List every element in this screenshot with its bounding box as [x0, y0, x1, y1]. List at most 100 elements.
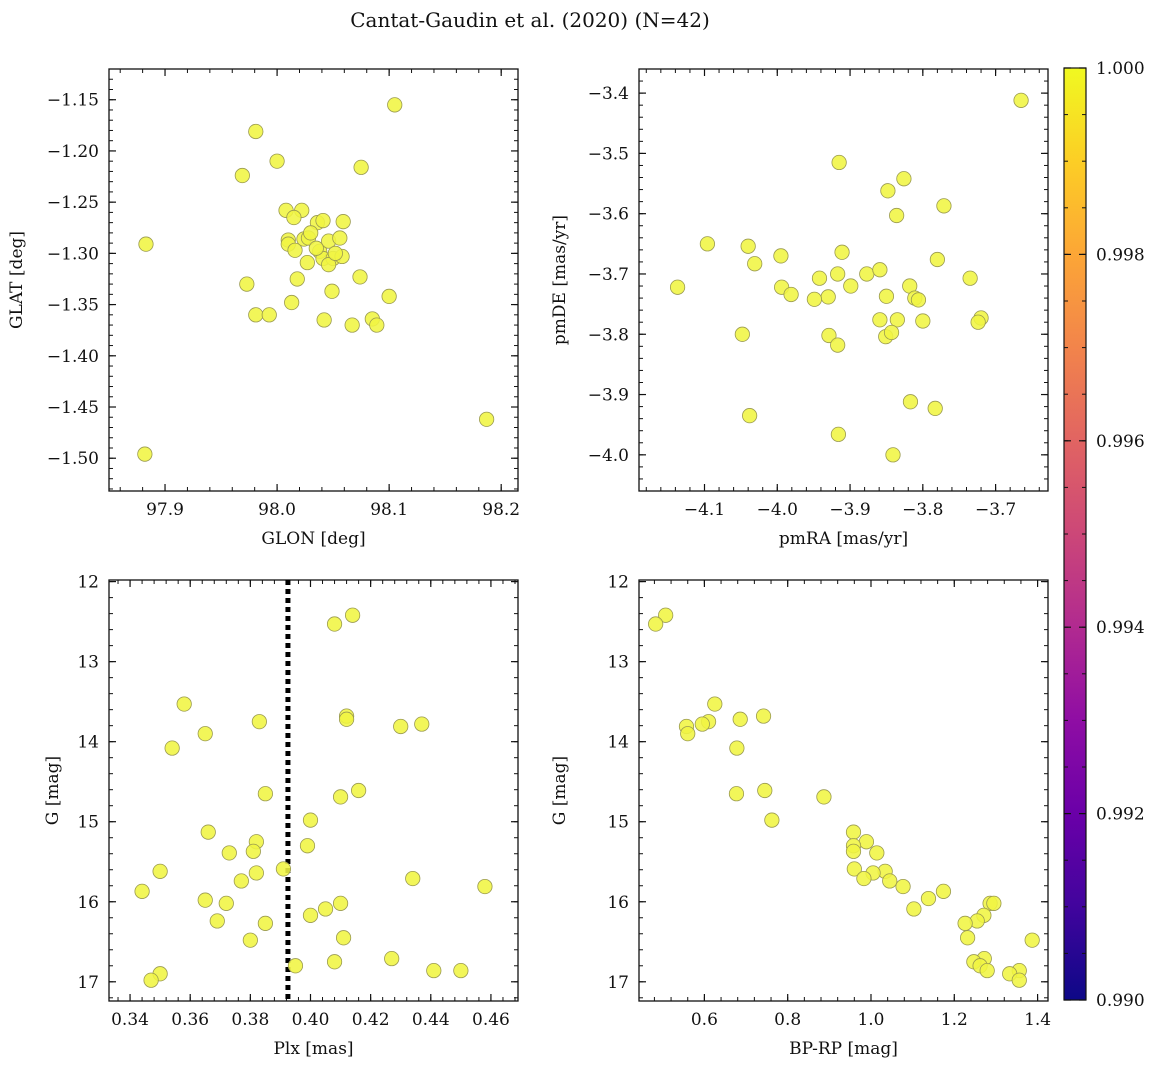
- data-point: [326, 616, 343, 632]
- data-point: [936, 198, 952, 214]
- x-tick-label: 0.36: [171, 1010, 209, 1030]
- data-point: [332, 230, 348, 246]
- data-point: [326, 954, 343, 970]
- data-point: [335, 930, 352, 946]
- data-point: [859, 266, 875, 282]
- data-point: [299, 838, 316, 854]
- data-point: [426, 962, 442, 979]
- data-point: [287, 958, 304, 974]
- data-point: [257, 786, 273, 802]
- data-point: [479, 411, 495, 427]
- y-axis-label: G [mag]: [550, 756, 570, 825]
- data-point: [920, 890, 937, 907]
- y-tick-label: −1.30: [47, 244, 99, 264]
- data-point: [755, 708, 772, 724]
- data-point: [414, 716, 430, 732]
- data-point: [315, 212, 331, 229]
- x-tick-label: −3.7: [975, 500, 1016, 520]
- data-point: [764, 812, 780, 828]
- data-point: [986, 895, 1002, 911]
- axes-frame: [638, 68, 1049, 492]
- axes-frame: [108, 579, 519, 1002]
- data-point: [351, 782, 367, 799]
- colorbar-tick-label: 1.000: [1096, 59, 1145, 79]
- x-tick-label: −3.9: [829, 500, 870, 520]
- data-point: [820, 289, 836, 305]
- data-point: [1013, 92, 1029, 108]
- y-tick-label: −3.7: [588, 265, 629, 285]
- data-point: [740, 238, 756, 254]
- panel-2: −4.1 −4.0 −3.9 −3.8 −3.7 −3.4 −3.5 −3.6 −3.7 −3.8…: [550, 68, 1049, 549]
- data-point: [209, 913, 225, 929]
- data-point: [872, 312, 888, 328]
- data-point: [895, 878, 911, 895]
- data-point: [669, 279, 686, 295]
- y-axis-label: GLAT [deg]: [7, 231, 27, 329]
- data-point: [143, 972, 159, 988]
- colorbar-tick-label: 0.990: [1096, 991, 1145, 1011]
- panel-4: 0.6 0.8 1.0 1.2 1.4 12 13 14 15 16 17 BP-RP [mag] G …: [550, 573, 1051, 1059]
- y-axis-label: G [mag]: [43, 756, 63, 825]
- x-tick-label: 1.4: [1024, 1010, 1051, 1030]
- x-axis-label: BP-RP [mag]: [789, 1039, 898, 1059]
- x-tick-label: 0.44: [412, 1010, 450, 1030]
- panel-1: 97.9 98.0 98.1 98.2 −1.15 −1.20 −1.25 −1.30 −1.3…: [7, 68, 520, 549]
- data-point: [872, 262, 888, 278]
- data-point: [245, 843, 261, 859]
- data-point: [927, 400, 943, 417]
- x-tick-label: 0.46: [472, 1010, 510, 1030]
- x-tick-label: 0.42: [352, 1010, 390, 1030]
- data-point: [332, 895, 349, 911]
- data-point: [734, 326, 750, 342]
- data-point: [302, 812, 319, 828]
- data-point: [289, 271, 305, 287]
- data-point: [387, 97, 403, 113]
- x-tick-label: −4.1: [684, 500, 725, 520]
- data-point: [384, 950, 400, 967]
- data-point: [915, 313, 931, 329]
- data-point: [729, 740, 745, 756]
- panels-group: 97.9 98.0 98.1 98.2 −1.15 −1.20 −1.25 −1.30 −1.3…: [7, 68, 1051, 1059]
- data-point: [1011, 972, 1027, 988]
- data-point: [248, 307, 264, 323]
- data-point: [830, 426, 847, 442]
- y-tick-label: 15: [77, 813, 99, 833]
- data-point: [834, 244, 850, 260]
- data-point: [878, 288, 895, 304]
- data-point: [889, 207, 905, 224]
- colorbar-tick-label: 0.998: [1096, 245, 1145, 265]
- y-tick-label: −3.6: [588, 205, 629, 225]
- data-point: [335, 214, 351, 230]
- y-tick-label: −3.5: [588, 144, 629, 164]
- data-point: [742, 408, 758, 424]
- data-point: [806, 291, 822, 307]
- data-point: [275, 861, 292, 877]
- data-point: [393, 718, 409, 735]
- y-tick-label: 14: [77, 733, 99, 753]
- axes-frame: [638, 579, 1049, 1002]
- data-point: [869, 845, 885, 861]
- y-tick-label: 12: [77, 573, 99, 593]
- x-axis-label: pmRA [mas/yr]: [779, 529, 908, 549]
- data-point: [286, 209, 302, 226]
- data-point: [658, 607, 674, 623]
- data-point: [845, 824, 862, 840]
- data-point: [239, 276, 255, 292]
- data-point: [138, 236, 154, 252]
- x-tick-label: 98.2: [482, 500, 520, 520]
- data-point: [773, 248, 789, 264]
- data-point: [316, 312, 332, 328]
- data-point: [830, 266, 846, 282]
- data-point: [885, 447, 901, 463]
- data-point: [234, 167, 250, 184]
- y-tick-label: −1.15: [47, 91, 99, 111]
- data-point: [811, 270, 828, 286]
- x-tick-label: 0.34: [111, 1010, 149, 1030]
- y-tick-label: 16: [77, 893, 99, 913]
- data-point: [680, 726, 696, 742]
- data-point: [830, 337, 846, 353]
- data-point: [284, 294, 300, 311]
- data-point: [902, 394, 919, 410]
- x-tick-label: 0.6: [691, 1010, 718, 1030]
